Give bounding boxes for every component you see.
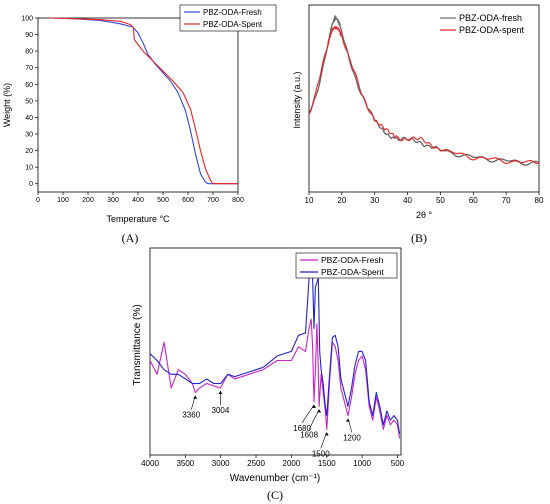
ftir-x-tick-label: 1500 [318,459,336,468]
xrd-x-tick-label: 50 [436,196,445,205]
tga-y-tick-label: 60 [25,82,33,89]
ftir-x-tick-label: 3500 [176,459,194,468]
xrd-legend-fresh-label: PBZ-ODA-fresh [459,13,522,23]
xrd-series-line-1 [308,25,540,165]
tga-series-line-1 [50,17,238,185]
xrd-x-axis-label: 2θ ° [416,210,433,220]
tga-x-tick-label: 300 [107,197,119,204]
tga-x-tick-label: 600 [182,197,194,204]
xrd-legend-spent-label: PBZ-ODA-spent [459,25,525,35]
tga-ticks: 0 100 200 300 400 500 600 700 800 0 10 20 30 40 50 60 70… [21,16,244,205]
xrd-series-line-0 [308,14,540,166]
ftir-series-line-0 [149,318,401,439]
tga-x-tick-label: 100 [57,197,69,204]
tga-x-tick-label: 400 [132,197,144,204]
tga-x-tick-label: 500 [157,197,169,204]
ftir-annotation-label: 1200 [343,434,361,443]
tga-y-tick-label: 20 [25,148,33,155]
ftir-annotation-arrow [308,409,320,430]
ftir-annotation-label: 3360 [182,411,200,420]
tga-legend-box [179,4,277,32]
xrd-x-tick-label: 80 [535,196,544,205]
ftir-annotation-arrowhead [345,418,350,422]
ftir-y-axis-label: Transmittance (%) [132,304,143,385]
tga-y-tick-label: 70 [25,65,33,72]
ftir-legend-box [295,252,398,279]
tga-x-tick-label: 0 [36,197,40,204]
panel-label-b: (B) [411,231,427,245]
ftir-annotation-arrowhead [218,391,223,395]
xrd-legend: PBZ-ODA-fresh PBZ-ODA-spent [440,13,525,35]
ftir-annotation-arrowhead [324,432,329,436]
tga-y-tick-label: 100 [21,16,33,23]
tga-x-tick-label: 700 [207,197,219,204]
tga-y-tick-label: 0 [29,181,33,188]
ftir-x-tick-label: 2000 [283,459,301,468]
ftir-annotation-arrowhead [193,395,198,399]
tga-y-tick-label: 10 [25,165,33,172]
tga-series-line-0 [50,17,238,185]
xrd-x-tick-label: 30 [370,196,379,205]
xrd-x-tick-label: 70 [502,196,511,205]
ftir-x-tick-label: 4000 [141,459,159,468]
tga-legend-spent-label: PBZ-ODA-Spent [203,20,263,29]
xrd-plot-frame [308,4,540,193]
ftir-annotation-arrowhead [312,404,317,408]
tga-legend-fresh-label: PBZ-ODA-Fresh [203,8,262,17]
ftir-annotation-label: 1680 [293,424,311,433]
xrd-y-axis-label: Intensity (a.u.) [292,71,302,128]
ftir-annotation-label: 3004 [212,406,230,415]
tga-x-axis-label: Temperature °C [106,214,170,224]
xrd-x-tick-label: 40 [403,196,412,205]
panel-label-c: (C) [267,488,283,502]
tga-y-tick-label: 30 [25,132,33,139]
tga-y-tick-label: 90 [25,32,33,39]
ftir-x-tick-label: 500 [391,459,405,468]
ftir-series-line-1 [149,272,401,434]
tga-y-axis-label: Weight (%) [2,83,12,127]
ftir-annotation-label: 1500 [312,449,330,458]
tga-y-tick-label: 80 [25,49,33,56]
tga-chart: 0 100 200 300 400 500 600 700 800 0 10 20 30 40 50 60 70… [2,4,277,245]
ftir-legend-fresh-label: PBZ-ODA-Fresh [321,255,384,265]
ftir-x-tick-label: 2500 [247,459,265,468]
ftir-x-axis-label: Wavenumber (cm⁻¹) [230,473,320,484]
xrd-x-tick-label: 20 [337,196,346,205]
ftir-x-tick-label: 1000 [353,459,371,468]
ftir-legend: PBZ-ODA-Fresh PBZ-ODA-Spent [295,252,398,279]
ftir-ticks: 4000 3500 3000 2500 2000 1500 1000 500 [141,455,405,468]
tga-x-tick-label: 200 [82,197,94,204]
xrd-series [308,14,540,166]
ftir-legend-spent-label: PBZ-ODA-Spent [321,267,384,277]
tga-y-tick-label: 50 [25,98,33,105]
tga-series [50,17,238,185]
ftir-chart: 4000 3500 3000 2500 2000 1500 1000 500 3360 3004… [132,247,405,502]
tga-x-tick-label: 800 [232,197,244,204]
ftir-x-tick-label: 3000 [212,459,230,468]
ftir-annotation-arrowhead [317,409,322,413]
xrd-ticks: 10 20 30 40 50 60 70 80 [305,192,544,205]
ftir-annotation-label: 1608 [300,430,318,439]
tga-legend: PBZ-ODA-Fresh PBZ-ODA-Spent [179,4,277,32]
tga-y-tick-label: 40 [25,115,33,122]
xrd-x-tick-label: 10 [305,196,314,205]
xrd-x-tick-label: 60 [469,196,478,205]
ftir-plot-frame [149,247,402,456]
panel-label-a: (A) [122,231,139,245]
xrd-chart: 10 20 30 40 50 60 70 80 2θ ° Intensity (a.u.) P… [292,4,544,245]
ftir-series [149,272,401,439]
